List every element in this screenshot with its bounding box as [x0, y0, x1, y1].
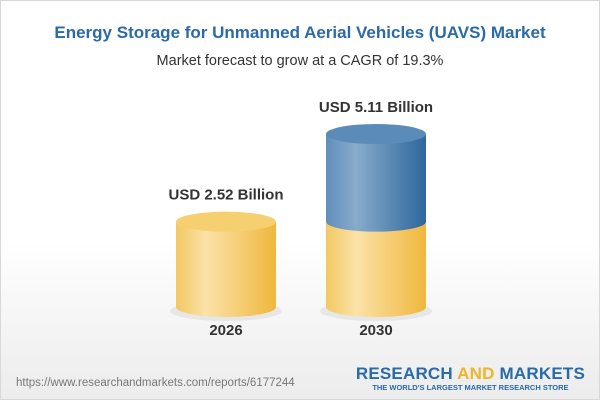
data-label: USD 2.52 Billion	[168, 187, 283, 204]
logo-text-and: AND	[457, 364, 495, 383]
logo-text: MARKETS	[494, 364, 585, 383]
cylinder-base-segment	[326, 221, 426, 317]
category-label: 2026	[209, 322, 242, 339]
logo-tagline: THE WORLD'S LARGEST MARKET RESEARCH STOR…	[372, 383, 569, 392]
cylinder-chart: USD 2.52 Billion 2026 USD 5.11 Billion 2030	[168, 99, 433, 339]
cylinder-growth-segment	[326, 134, 426, 232]
category-label: 2030	[359, 322, 392, 339]
cylinder-body	[176, 221, 276, 317]
report-url[interactable]: https://www.researchandmarkets.com/repor…	[16, 377, 295, 389]
cylinder-top	[176, 211, 276, 232]
chart-title: Energy Storage for Unmanned Aerial Vehic…	[54, 23, 546, 42]
chart-subtitle: Market forecast to grow at a CAGR of 19.…	[156, 53, 444, 69]
cylinder-top	[326, 124, 426, 144]
research-and-markets-logo: RESEARCH AND MARKETS THE WORLD'S LARGEST…	[356, 365, 585, 393]
logo-text: RESEARCH	[355, 364, 458, 383]
data-label: USD 5.11 Billion	[319, 99, 433, 116]
